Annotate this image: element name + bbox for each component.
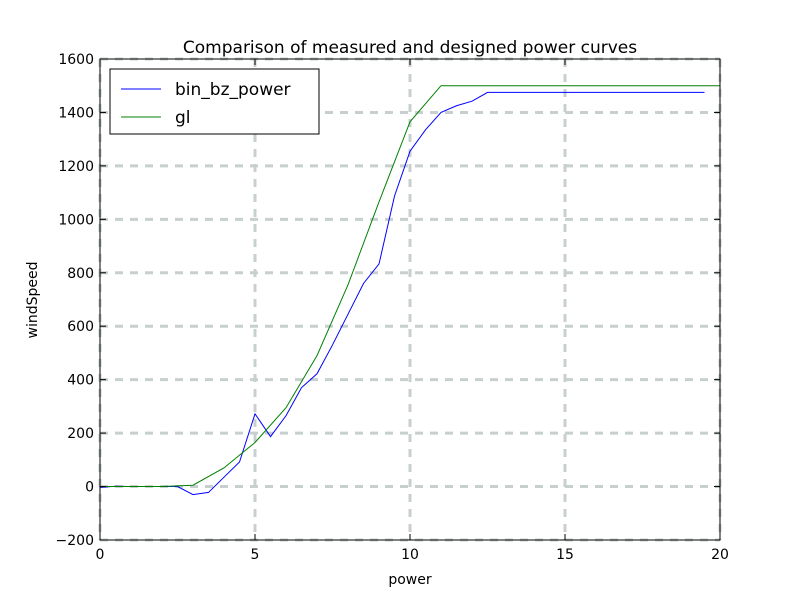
series-group [99, 85, 720, 496]
y-tick-label: 800 [67, 266, 94, 282]
y-tick-label: 200 [67, 426, 94, 442]
y-axis-label: windSpeed [25, 262, 41, 339]
x-axis-label: power [388, 572, 432, 588]
y-tick-label: 400 [67, 373, 94, 389]
ticks: 0 5 10 15 20−2000200400600800100012001400160… [56, 52, 729, 563]
chart-title: Comparison of measured and designed powe… [183, 38, 637, 58]
legend-box [109, 68, 320, 135]
y-tick-label: 0 [85, 480, 94, 496]
x-tick-label: 20 [711, 547, 729, 563]
y-tick-label: 1600 [58, 52, 94, 68]
y-tick-label: 1200 [58, 159, 94, 175]
x-tick-label: 0 [96, 547, 105, 563]
x-tick-label: 15 [556, 547, 574, 563]
y-tick-label: 600 [67, 319, 94, 335]
legend-label-bin-bz-power: bin_bz_power [175, 80, 291, 100]
series-line-bin-bz-power [99, 91, 705, 496]
y-tick-label: 1400 [58, 105, 94, 121]
legend-label-gl: gl [175, 108, 191, 128]
series-line-gl [100, 85, 720, 488]
x-tick-label: 10 [401, 547, 419, 563]
x-tick-label: 5 [251, 547, 260, 563]
y-tick-label: −200 [56, 533, 94, 549]
y-tick-label: 1000 [58, 212, 94, 228]
